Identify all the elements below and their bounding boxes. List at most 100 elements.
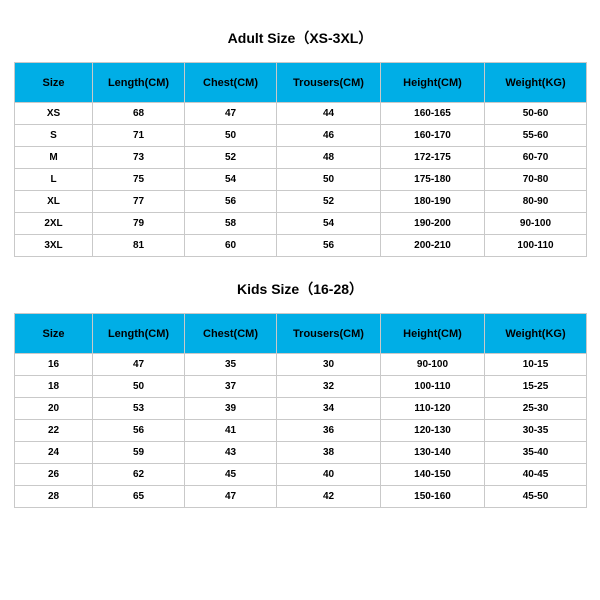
adult-table-row: M735248172-17560-70 <box>15 147 587 169</box>
kids-column-header: Trousers(CM) <box>277 314 381 354</box>
adult-cell: 160-170 <box>381 125 485 147</box>
kids-cell: 15-25 <box>485 376 587 398</box>
kids-cell: 39 <box>185 398 277 420</box>
adult-size-table: SizeLength(CM)Chest(CM)Trousers(CM)Heigh… <box>14 62 587 257</box>
adult-cell: 73 <box>93 147 185 169</box>
adult-cell: 56 <box>277 235 381 257</box>
adult-cell: 3XL <box>15 235 93 257</box>
kids-cell: 150-160 <box>381 486 485 508</box>
kids-table-row: 22564136120-13030-35 <box>15 420 587 442</box>
kids-cell: 35-40 <box>485 442 587 464</box>
adult-cell: 81 <box>93 235 185 257</box>
adult-cell: 172-175 <box>381 147 485 169</box>
adult-cell: 55-60 <box>485 125 587 147</box>
adult-column-header: Height(CM) <box>381 63 485 103</box>
adult-cell: 190-200 <box>381 213 485 235</box>
kids-cell: 20 <box>15 398 93 420</box>
adult-cell: 175-180 <box>381 169 485 191</box>
kids-header-row: SizeLength(CM)Chest(CM)Trousers(CM)Heigh… <box>15 314 587 354</box>
adult-cell: 2XL <box>15 213 93 235</box>
adult-cell: 100-110 <box>485 235 587 257</box>
adult-table-row: 3XL816056200-210100-110 <box>15 235 587 257</box>
adult-cell: 70-80 <box>485 169 587 191</box>
kids-column-header: Chest(CM) <box>185 314 277 354</box>
kids-cell: 62 <box>93 464 185 486</box>
adult-cell: L <box>15 169 93 191</box>
adult-column-header: Trousers(CM) <box>277 63 381 103</box>
kids-cell: 110-120 <box>381 398 485 420</box>
kids-cell: 130-140 <box>381 442 485 464</box>
kids-table-row: 20533934110-12025-30 <box>15 398 587 420</box>
adult-column-header: Chest(CM) <box>185 63 277 103</box>
kids-tbody: 1647353090-10010-1518503732100-11015-252… <box>15 354 587 508</box>
adult-cell: 52 <box>277 191 381 213</box>
kids-cell: 41 <box>185 420 277 442</box>
kids-cell: 37 <box>185 376 277 398</box>
kids-cell: 90-100 <box>381 354 485 376</box>
kids-cell: 140-150 <box>381 464 485 486</box>
adult-column-header: Weight(KG) <box>485 63 587 103</box>
adult-column-header: Size <box>15 63 93 103</box>
kids-cell: 34 <box>277 398 381 420</box>
adult-table-row: S715046160-17055-60 <box>15 125 587 147</box>
kids-cell: 24 <box>15 442 93 464</box>
kids-cell: 65 <box>93 486 185 508</box>
adult-cell: XS <box>15 103 93 125</box>
kids-cell: 42 <box>277 486 381 508</box>
kids-cell: 50 <box>93 376 185 398</box>
adult-cell: 77 <box>93 191 185 213</box>
kids-cell: 30 <box>277 354 381 376</box>
kids-cell: 28 <box>15 486 93 508</box>
kids-cell: 59 <box>93 442 185 464</box>
kids-table-row: 18503732100-11015-25 <box>15 376 587 398</box>
adult-cell: 48 <box>277 147 381 169</box>
adult-table-row: 2XL795854190-20090-100 <box>15 213 587 235</box>
adult-cell: 60 <box>185 235 277 257</box>
kids-cell: 40 <box>277 464 381 486</box>
kids-cell: 45 <box>185 464 277 486</box>
adult-cell: 54 <box>185 169 277 191</box>
adult-cell: 90-100 <box>485 213 587 235</box>
adult-cell: 52 <box>185 147 277 169</box>
adult-cell: 71 <box>93 125 185 147</box>
adult-cell: 60-70 <box>485 147 587 169</box>
adult-cell: M <box>15 147 93 169</box>
kids-table-row: 26624540140-15040-45 <box>15 464 587 486</box>
kids-table-row: 28654742150-16045-50 <box>15 486 587 508</box>
adult-cell: 68 <box>93 103 185 125</box>
adult-cell: 50 <box>185 125 277 147</box>
adult-table-row: XS684744160-16550-60 <box>15 103 587 125</box>
kids-cell: 25-30 <box>485 398 587 420</box>
adult-cell: 56 <box>185 191 277 213</box>
kids-cell: 10-15 <box>485 354 587 376</box>
kids-cell: 43 <box>185 442 277 464</box>
size-chart-page: Adult Size（XS-3XL） SizeLength(CM)Chest(C… <box>0 0 600 600</box>
adult-cell: 44 <box>277 103 381 125</box>
adult-cell: 50-60 <box>485 103 587 125</box>
kids-cell: 53 <box>93 398 185 420</box>
kids-cell: 16 <box>15 354 93 376</box>
adult-cell: S <box>15 125 93 147</box>
kids-cell: 40-45 <box>485 464 587 486</box>
kids-table-row: 1647353090-10010-15 <box>15 354 587 376</box>
adult-tbody: XS684744160-16550-60S715046160-17055-60M… <box>15 103 587 257</box>
kids-cell: 38 <box>277 442 381 464</box>
kids-column-header: Height(CM) <box>381 314 485 354</box>
adult-cell: 47 <box>185 103 277 125</box>
adult-title: Adult Size（XS-3XL） <box>14 28 586 48</box>
kids-cell: 18 <box>15 376 93 398</box>
kids-cell: 47 <box>93 354 185 376</box>
adult-cell: 75 <box>93 169 185 191</box>
adult-cell: 54 <box>277 213 381 235</box>
adult-cell: 200-210 <box>381 235 485 257</box>
adult-cell: 50 <box>277 169 381 191</box>
adult-cell: XL <box>15 191 93 213</box>
kids-title: Kids Size（16-28） <box>14 279 586 299</box>
kids-cell: 100-110 <box>381 376 485 398</box>
adult-cell: 58 <box>185 213 277 235</box>
kids-cell: 26 <box>15 464 93 486</box>
kids-size-table: SizeLength(CM)Chest(CM)Trousers(CM)Heigh… <box>14 313 587 508</box>
kids-table-row: 24594338130-14035-40 <box>15 442 587 464</box>
adult-table-row: L755450175-18070-80 <box>15 169 587 191</box>
kids-cell: 35 <box>185 354 277 376</box>
